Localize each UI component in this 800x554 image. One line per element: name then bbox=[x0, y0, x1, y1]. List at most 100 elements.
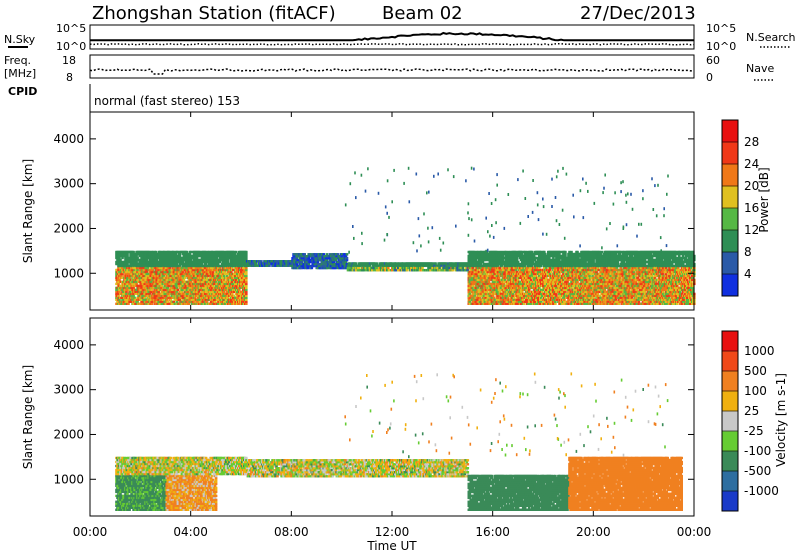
range-gate-cell bbox=[226, 296, 230, 299]
range-gate-cell bbox=[144, 264, 147, 268]
range-gate-cell bbox=[501, 258, 505, 262]
range-gate-cell bbox=[501, 268, 505, 272]
range-gate-cell bbox=[165, 298, 169, 301]
range-gate-cell bbox=[214, 280, 218, 284]
range-gate-cell bbox=[162, 262, 166, 266]
range-gate-cell bbox=[325, 253, 329, 256]
range-gate-cell bbox=[144, 252, 147, 256]
range-gate-cell bbox=[200, 284, 204, 288]
range-gate-cell bbox=[126, 282, 129, 286]
range-gate-cell bbox=[212, 254, 216, 258]
range-gate-cell bbox=[481, 268, 485, 272]
range-gate-cell bbox=[154, 290, 157, 294]
range-gate-cell bbox=[198, 250, 202, 254]
range-gate-cell bbox=[485, 298, 489, 301]
range-gate-cell bbox=[188, 262, 192, 266]
range-gate-cell bbox=[490, 296, 494, 299]
range-gate-cell bbox=[314, 253, 318, 256]
range-gate-cell bbox=[151, 268, 154, 272]
range-gate-cell bbox=[245, 292, 248, 296]
range-gate-cell bbox=[504, 298, 508, 301]
range-gate-cell bbox=[238, 294, 241, 297]
range-gate-cell bbox=[372, 269, 376, 272]
range-gate-cell bbox=[467, 296, 471, 299]
range-gate-cell bbox=[499, 256, 503, 260]
range-gate-cell bbox=[177, 278, 181, 282]
range-gate-cell bbox=[162, 256, 166, 260]
range-gate-cell bbox=[160, 254, 164, 258]
range-gate-cell bbox=[143, 296, 146, 299]
range-gate-cell bbox=[243, 270, 246, 274]
range-gate-cell bbox=[118, 290, 121, 294]
range-gate-cell bbox=[200, 258, 204, 262]
range-gate-cell bbox=[189, 278, 193, 282]
range-gate-cell bbox=[406, 269, 409, 272]
range-gate-cell bbox=[194, 292, 198, 296]
range-gate-cell bbox=[306, 266, 309, 270]
range-gate-cell bbox=[166, 286, 170, 290]
range-gate-cell bbox=[145, 270, 148, 274]
range-gate-cell bbox=[155, 298, 158, 301]
range-gate-cell bbox=[161, 264, 165, 268]
range-gate-cell bbox=[169, 274, 173, 278]
range-gate-cell bbox=[131, 288, 134, 292]
range-gate-cell bbox=[119, 266, 122, 270]
range-gate-cell bbox=[231, 288, 235, 292]
noise-right-tick-top: 10^5 bbox=[706, 22, 736, 35]
range-gate-cell bbox=[334, 266, 338, 270]
range-gate-cell bbox=[201, 290, 205, 294]
range-gate-cell bbox=[130, 286, 133, 290]
range-gate-cell bbox=[245, 300, 248, 303]
range-gate-cell bbox=[235, 278, 238, 282]
range-gate-cell bbox=[502, 282, 506, 286]
range-gate-cell bbox=[293, 260, 296, 264]
range-gate-cell bbox=[184, 266, 188, 270]
range-gate-cell bbox=[245, 252, 248, 256]
range-gate-cell bbox=[163, 250, 167, 254]
range-gate-cell bbox=[143, 284, 146, 288]
range-gate-cell bbox=[295, 257, 298, 260]
range-gate-cell bbox=[516, 296, 520, 299]
range-gate-cell bbox=[245, 274, 248, 278]
range-gate-cell bbox=[116, 260, 119, 264]
range-gate-cell bbox=[115, 290, 118, 294]
range-gate-cell bbox=[238, 266, 241, 270]
range-gate-cell bbox=[245, 266, 248, 270]
range-gate-cell bbox=[240, 260, 243, 264]
range-gate-cell bbox=[245, 282, 248, 286]
noise-left-tick-bottom: 10^0 bbox=[56, 40, 86, 53]
range-gate-cell bbox=[500, 278, 504, 282]
freq-trace bbox=[89, 68, 695, 75]
range-gate-cell bbox=[225, 292, 229, 296]
range-gate-cell bbox=[333, 257, 337, 260]
range-gate-cell bbox=[521, 298, 525, 301]
range-gate-cell bbox=[331, 262, 335, 266]
range-gate-cell bbox=[216, 266, 220, 270]
range-gate-cell bbox=[172, 258, 176, 262]
range-gate-cell bbox=[461, 266, 465, 270]
range-gate-cell bbox=[473, 302, 477, 305]
range-gate-cell bbox=[153, 282, 156, 286]
range-gate-cell bbox=[120, 274, 123, 278]
range-gate-cell bbox=[189, 258, 193, 262]
range-gate-cell bbox=[147, 296, 150, 299]
range-gate-cell bbox=[176, 270, 180, 274]
range-gate-cell bbox=[410, 266, 413, 270]
range-gate-cell bbox=[436, 266, 439, 270]
range-gate-cell bbox=[467, 260, 471, 264]
range-gate-cell bbox=[245, 288, 248, 292]
range-gate-cell bbox=[119, 284, 122, 288]
range-gate-cell bbox=[516, 294, 520, 297]
range-gate-cell bbox=[314, 255, 318, 258]
range-gate-cell bbox=[179, 276, 183, 280]
range-gate-cell bbox=[201, 282, 205, 286]
range-gate-cell bbox=[506, 296, 510, 299]
freq-label-1: Freq. bbox=[4, 54, 31, 67]
range-gate-cell bbox=[199, 260, 203, 264]
range-gate-cell bbox=[485, 250, 489, 254]
range-gate-cell bbox=[517, 262, 521, 266]
range-gate-cell bbox=[496, 270, 500, 274]
range-gate-cell bbox=[238, 258, 241, 262]
range-gate-cell bbox=[193, 296, 197, 299]
range-gate-cell bbox=[473, 254, 477, 258]
